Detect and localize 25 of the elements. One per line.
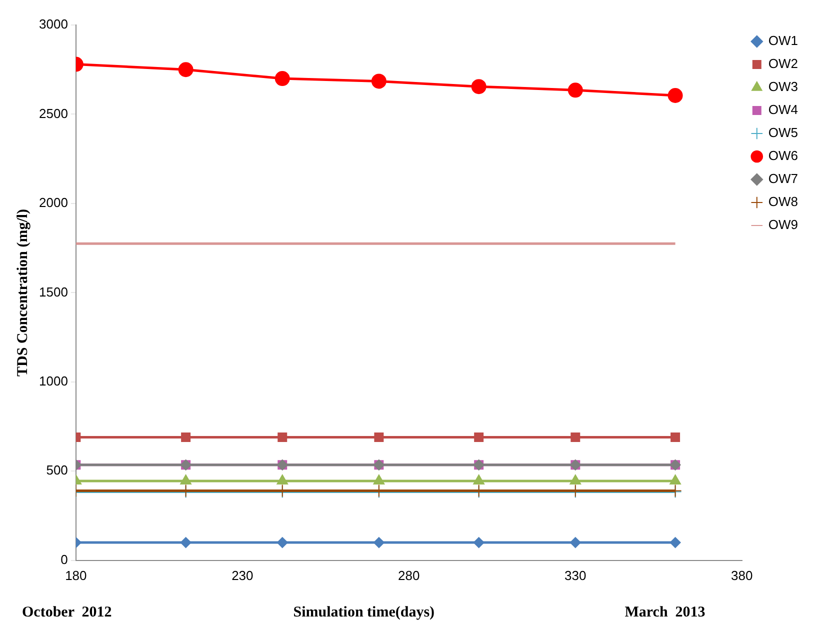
legend-label: OW9 [768,217,798,232]
x-tick-label: 230 [232,568,254,583]
y-tick-label: 500 [46,462,68,478]
y-tick-label: 2500 [39,106,68,121]
text: March 2013 [624,604,706,620]
x-tick-label: 180 [65,568,87,583]
legend-label: OW4 [768,102,798,118]
legend-label: OW2 [768,56,798,72]
y-tick-label: 3000 [39,16,68,32]
legend-label: OW5 [768,125,798,140]
x-tick-label: 330 [564,568,586,583]
x-axis-title: Simulation time(days) [293,604,435,620]
y-tick-label: 2000 [39,195,68,210]
legend-label: OW7 [768,171,798,186]
y-tick-label: 1000 [39,374,68,389]
y-axis-title: TDS Concentration (mg/l) [14,208,31,376]
y-tick-label: 0 [60,552,68,567]
legend-label: OW8 [768,194,798,210]
legend-label: OW6 [768,148,798,164]
text: October 2012 [22,604,112,620]
legend-label: OW3 [768,79,798,94]
y-tick-label: 1500 [39,284,68,300]
x-tick-label: 280 [398,568,420,583]
legend-label: OW1 [768,33,798,48]
x-tick-label: 380 [731,568,753,583]
